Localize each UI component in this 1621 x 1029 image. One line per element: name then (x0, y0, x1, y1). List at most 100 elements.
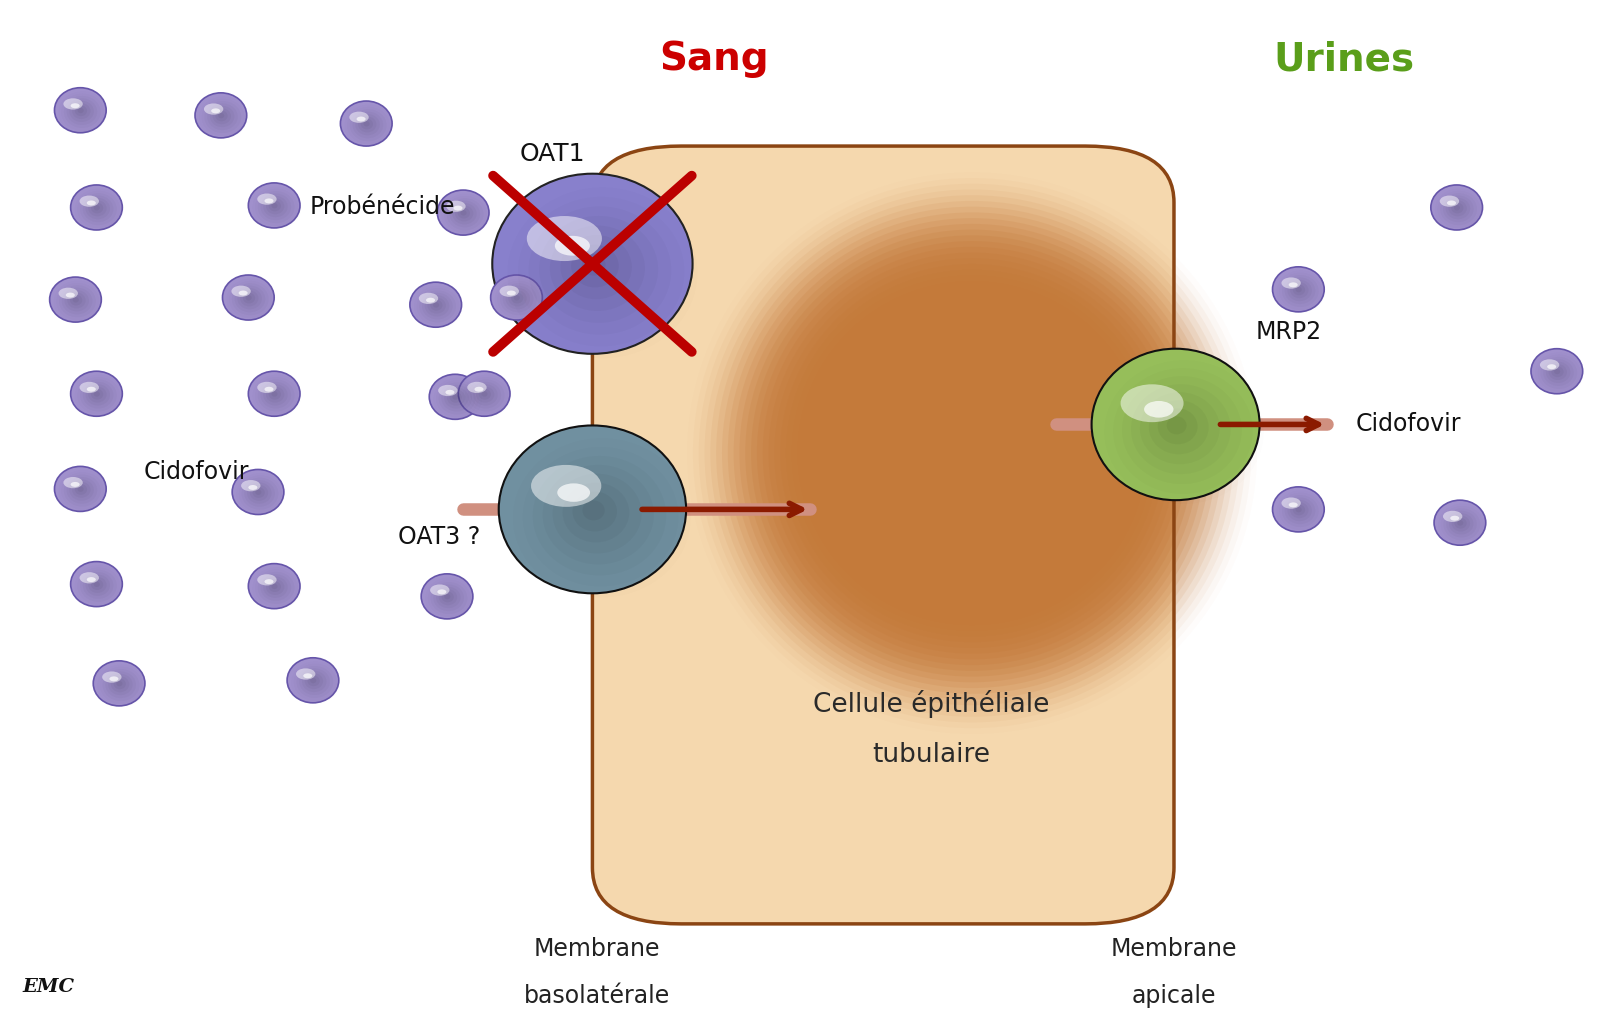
Ellipse shape (79, 196, 99, 207)
Ellipse shape (438, 190, 490, 235)
Ellipse shape (297, 669, 316, 679)
Ellipse shape (242, 481, 261, 491)
Ellipse shape (264, 387, 274, 392)
Ellipse shape (340, 101, 392, 146)
Ellipse shape (1282, 278, 1300, 289)
Text: Cidofovir: Cidofovir (1355, 413, 1461, 436)
Ellipse shape (856, 339, 1088, 568)
Ellipse shape (211, 108, 220, 113)
Ellipse shape (71, 482, 79, 487)
Ellipse shape (919, 401, 1024, 504)
Ellipse shape (554, 236, 590, 255)
Ellipse shape (845, 327, 1101, 579)
Ellipse shape (71, 103, 79, 108)
Ellipse shape (775, 258, 1170, 648)
Text: Urines: Urines (1272, 40, 1414, 78)
Text: OAT1: OAT1 (519, 142, 585, 167)
Text: Cidofovir: Cidofovir (144, 460, 250, 484)
Ellipse shape (966, 448, 977, 459)
Ellipse shape (222, 275, 274, 320)
Ellipse shape (50, 277, 102, 322)
Ellipse shape (430, 375, 481, 420)
Ellipse shape (1272, 267, 1324, 312)
Ellipse shape (418, 293, 438, 304)
Ellipse shape (88, 387, 96, 392)
Ellipse shape (890, 372, 1054, 533)
Ellipse shape (438, 385, 457, 396)
Ellipse shape (499, 425, 686, 594)
Ellipse shape (258, 193, 277, 205)
Ellipse shape (349, 111, 368, 122)
Ellipse shape (955, 436, 989, 470)
Ellipse shape (102, 672, 122, 682)
Text: tubulaire: tubulaire (872, 742, 990, 768)
Ellipse shape (768, 252, 1175, 653)
Ellipse shape (88, 577, 96, 582)
Ellipse shape (746, 229, 1200, 677)
Text: EMC: EMC (23, 979, 75, 996)
Ellipse shape (426, 297, 434, 303)
Ellipse shape (195, 93, 246, 138)
Ellipse shape (874, 356, 1071, 551)
Ellipse shape (728, 212, 1216, 694)
Ellipse shape (1289, 502, 1298, 507)
Ellipse shape (71, 185, 122, 230)
Text: basolatérale: basolatérale (524, 984, 671, 1007)
Ellipse shape (357, 116, 366, 121)
Ellipse shape (421, 574, 473, 618)
Ellipse shape (94, 661, 144, 706)
Ellipse shape (467, 382, 486, 393)
Ellipse shape (491, 275, 543, 320)
Ellipse shape (79, 382, 99, 393)
Ellipse shape (705, 189, 1240, 717)
Ellipse shape (1546, 364, 1556, 369)
Ellipse shape (258, 574, 277, 586)
Ellipse shape (861, 344, 1083, 562)
Ellipse shape (248, 485, 258, 490)
Ellipse shape (827, 310, 1117, 597)
Ellipse shape (948, 430, 995, 476)
Text: Sang: Sang (658, 40, 768, 78)
Ellipse shape (303, 673, 313, 678)
Ellipse shape (896, 379, 1047, 528)
Ellipse shape (459, 371, 511, 417)
Text: Cellule épithéliale: Cellule épithéliale (814, 689, 1050, 718)
Text: MRP2: MRP2 (1256, 320, 1321, 345)
Ellipse shape (908, 390, 1036, 517)
Ellipse shape (960, 441, 984, 464)
Ellipse shape (499, 286, 519, 296)
Ellipse shape (238, 290, 248, 295)
Ellipse shape (833, 316, 1112, 591)
Ellipse shape (109, 676, 118, 681)
Ellipse shape (757, 241, 1187, 665)
Ellipse shape (1443, 510, 1462, 522)
Ellipse shape (507, 290, 515, 295)
Ellipse shape (699, 184, 1245, 722)
Ellipse shape (63, 99, 83, 109)
Text: Membrane: Membrane (1110, 937, 1237, 961)
Ellipse shape (493, 174, 692, 354)
Ellipse shape (1431, 185, 1483, 230)
Ellipse shape (914, 396, 1031, 510)
Ellipse shape (258, 382, 277, 393)
Ellipse shape (820, 305, 1123, 602)
Ellipse shape (791, 276, 1153, 631)
Ellipse shape (55, 466, 105, 511)
Ellipse shape (79, 572, 99, 583)
Text: Probénécide: Probénécide (310, 196, 456, 219)
Ellipse shape (55, 87, 105, 133)
Ellipse shape (926, 407, 1018, 499)
Ellipse shape (248, 183, 300, 228)
Ellipse shape (475, 387, 483, 392)
Ellipse shape (1272, 487, 1324, 532)
Ellipse shape (527, 216, 601, 261)
Ellipse shape (454, 206, 462, 211)
Ellipse shape (1540, 359, 1559, 370)
Ellipse shape (410, 282, 462, 327)
Ellipse shape (438, 590, 446, 595)
Ellipse shape (232, 469, 284, 514)
Ellipse shape (849, 332, 1094, 573)
Ellipse shape (1448, 201, 1456, 206)
Ellipse shape (815, 298, 1130, 608)
Ellipse shape (786, 270, 1157, 637)
